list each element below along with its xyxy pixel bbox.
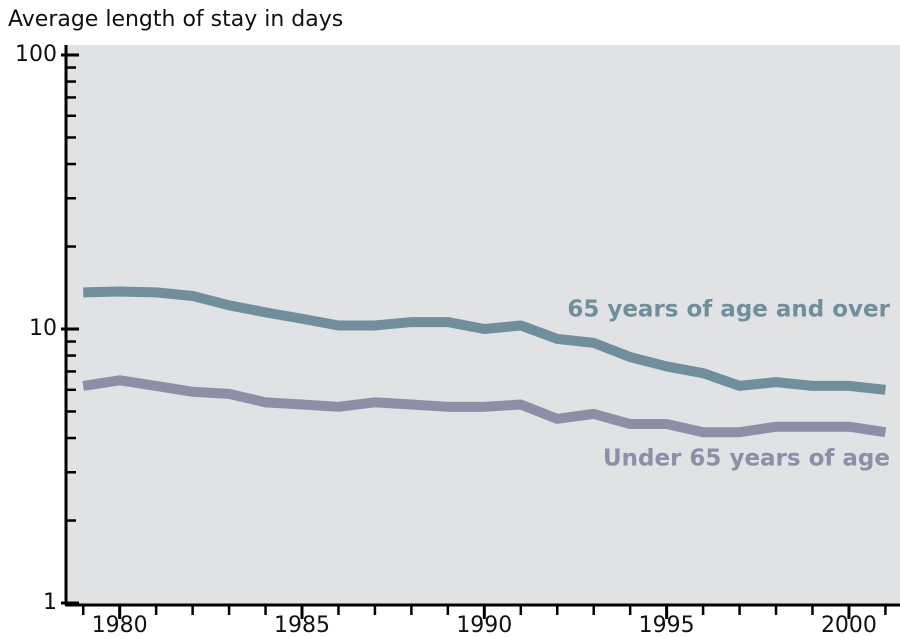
y-tick-label: 10 [29,316,57,341]
series-label: 65 years of age and over [567,297,890,323]
series-line [83,286,886,395]
x-tick-label: 1995 [639,613,695,637]
x-tick-label: 1980 [92,613,148,637]
y-tick-label: 100 [15,42,57,67]
x-tick-label: 1985 [274,613,330,637]
chart-title: Average length of stay in days [8,7,343,32]
x-tick-label: 2000 [821,613,877,637]
series-line [82,375,887,438]
y-tick-label: 1 [43,590,57,615]
series-label: Under 65 years of age [603,446,890,472]
x-tick-label: 1990 [456,613,512,637]
